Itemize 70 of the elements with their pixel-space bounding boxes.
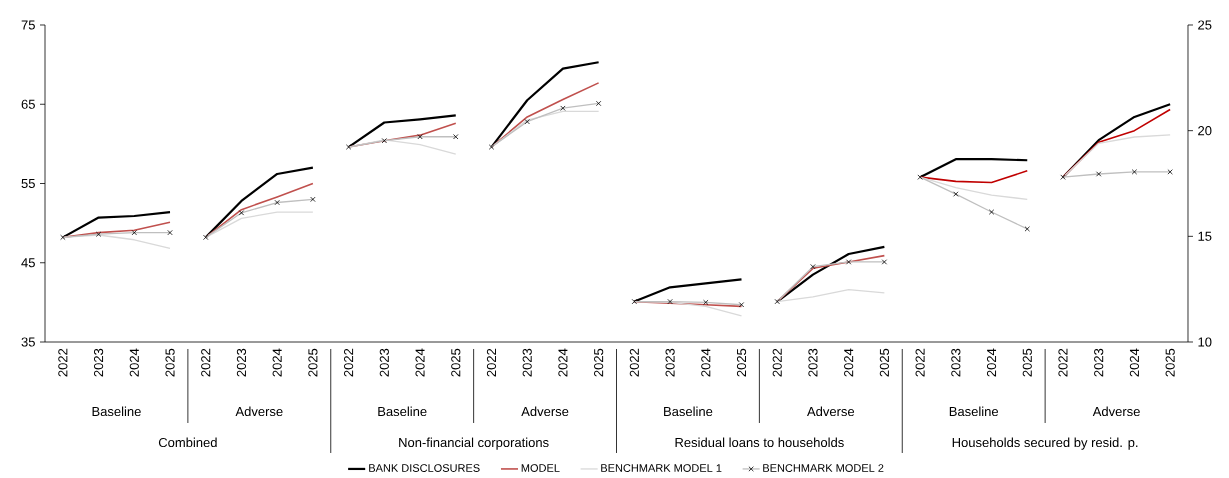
y2-tick-label: 20 (1198, 126, 1212, 136)
text: Adverse (807, 406, 855, 417)
x-tick-label: 2022 (772, 348, 782, 377)
x-tick-label: 2022 (201, 348, 211, 377)
x-tick-label: 2023 (808, 348, 818, 377)
x-tick-label: 2022 (486, 348, 497, 377)
x-tick-label: 2025 (451, 348, 461, 377)
x-tick-label: 2022 (344, 348, 354, 377)
text: Non-financial corporations (399, 437, 549, 450)
x-tick-label: 2025 (594, 348, 604, 377)
x-tick-label: 2025 (308, 348, 318, 377)
x-tick-label: 2025 (736, 348, 747, 377)
x-tick-label: 2023 (522, 348, 532, 377)
point (488, 144, 495, 150)
text: Baseline (378, 406, 427, 417)
x-tick-label: 2022 (1058, 348, 1068, 377)
text: Adverse (521, 406, 569, 417)
text: Adverse (1092, 406, 1140, 417)
x-tick-label: 2023 (951, 348, 961, 377)
y2-tick-label: 10 (1198, 337, 1212, 347)
point (60, 234, 66, 241)
point (774, 299, 780, 305)
x-tick-label: 2023 (236, 348, 247, 377)
x-tick-label: 2022 (629, 348, 639, 377)
line-series (1062, 134, 1171, 178)
line-series (347, 122, 457, 148)
legend-label: BANK DISCLOSURES (369, 464, 480, 473)
y-tick-label: 55 (21, 179, 35, 189)
y2-tick-label: 25 (1198, 20, 1212, 30)
y-tick-label: 35 (21, 337, 35, 347)
line-series (490, 82, 600, 148)
text: Baseline (92, 406, 141, 417)
y-tick-label: 65 (21, 99, 35, 109)
x-tick-label: 2024 (844, 348, 854, 377)
x-tick-label: 2024 (415, 348, 425, 377)
x-tick-label: 2025 (1022, 348, 1032, 377)
line-series (776, 289, 886, 303)
text: Adverse (235, 406, 283, 417)
x-tick-label: 2023 (379, 348, 389, 377)
legend-label: BENCHMARK MODEL 2 (763, 464, 884, 473)
x-tick-label: 2025 (879, 348, 889, 377)
x-tick-label: 2022 (915, 348, 925, 377)
text: Baseline (664, 406, 713, 417)
x-tick-label: 2023 (93, 348, 104, 377)
point (345, 144, 352, 150)
x-tick-label: 2024 (1129, 348, 1140, 377)
x-tick-label: 2025 (1165, 348, 1175, 377)
x-tick-label: 2023 (665, 348, 675, 377)
text: Households secured by resid. p. (952, 437, 1138, 450)
x-tick-label: 2024 (558, 348, 568, 377)
legend-label: BENCHMARK MODEL 1 (601, 464, 722, 473)
text: Combined (158, 437, 217, 448)
y-tick-label: 75 (21, 20, 35, 30)
point (917, 174, 923, 180)
x-tick-label: 2024 (272, 348, 282, 377)
text: Baseline (949, 406, 999, 417)
x-tick-label: 2025 (165, 348, 175, 377)
legend-label: MODEL (521, 464, 560, 473)
x-tick-label: 2024 (129, 348, 139, 377)
y-tick-label: 45 (21, 258, 35, 268)
x-tick-label: 2024 (986, 348, 997, 377)
line-series (919, 176, 1028, 201)
x-tick-label: 2024 (701, 348, 711, 377)
x-tick-label: 2022 (58, 348, 68, 377)
text: Residual loans to households (675, 437, 844, 448)
x-tick-label: 2023 (1094, 348, 1104, 377)
point (1060, 174, 1066, 180)
point (631, 299, 638, 305)
point (203, 234, 209, 241)
y2-tick-label: 15 (1198, 231, 1212, 241)
